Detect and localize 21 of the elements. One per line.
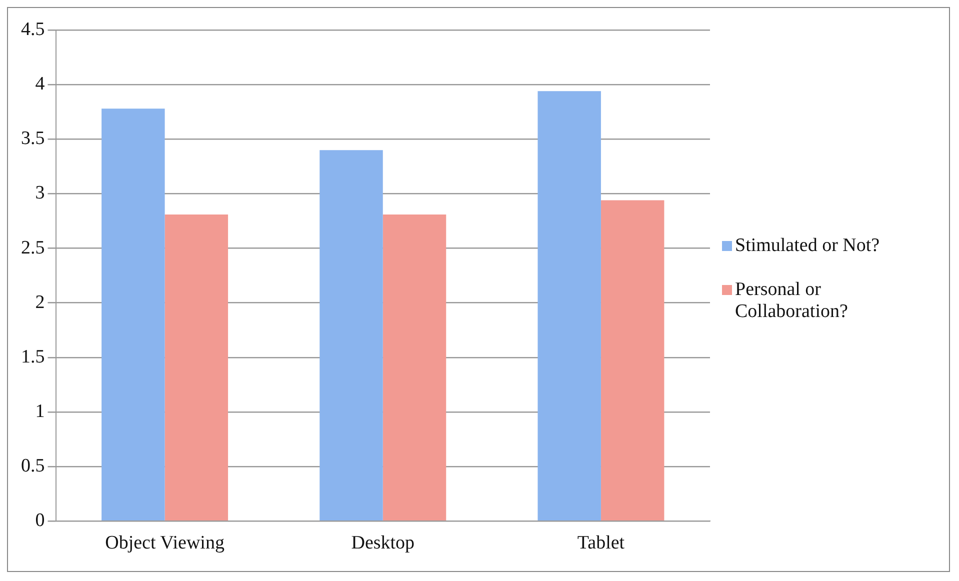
y-tick-label: 1.5 <box>21 346 45 368</box>
x-tick-label: Tablet <box>577 532 626 554</box>
bar <box>164 214 228 521</box>
y-tick-label: 2.5 <box>21 237 45 258</box>
bar <box>320 150 383 521</box>
y-tick-label: 4 <box>35 74 46 95</box>
bar <box>382 214 446 521</box>
y-tick-label: 3.5 <box>21 128 45 150</box>
x-tick-label: Object Viewing <box>105 532 225 554</box>
legend-label: Stimulated or Not? <box>735 235 881 257</box>
y-tick-label: 3 <box>35 182 45 204</box>
y-tick-label: 0.5 <box>21 456 45 477</box>
legend-label: Personal or Collaboration? <box>735 279 849 323</box>
y-tick-label: 0 <box>35 510 45 532</box>
y-tick-label: 2 <box>35 292 45 313</box>
bar <box>600 200 664 521</box>
y-tick-label: 1 <box>35 401 45 422</box>
bar <box>538 91 601 521</box>
x-tick-label: Desktop <box>351 532 415 554</box>
y-tick-label: 4.5 <box>21 18 45 40</box>
bar <box>102 108 165 521</box>
